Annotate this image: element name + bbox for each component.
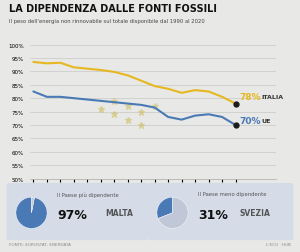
Wedge shape bbox=[157, 197, 172, 219]
Text: L’ECO · HUB: L’ECO · HUB bbox=[266, 242, 291, 246]
Text: SVEZIA: SVEZIA bbox=[240, 208, 271, 217]
Text: MALTA: MALTA bbox=[105, 208, 133, 217]
Text: Il peso dell’energia non rinnovabile sul totale disponibile dal 1990 al 2020: Il peso dell’energia non rinnovabile sul… bbox=[9, 19, 205, 24]
Text: Il Paese meno dipendente: Il Paese meno dipendente bbox=[198, 192, 266, 197]
Text: Il Paese più dipendente: Il Paese più dipendente bbox=[57, 192, 119, 197]
Text: LA DIPENDENZA DALLE FONTI FOSSILI: LA DIPENDENZA DALLE FONTI FOSSILI bbox=[9, 4, 217, 14]
Text: 31%: 31% bbox=[198, 208, 228, 221]
Wedge shape bbox=[16, 197, 47, 229]
Text: 78%: 78% bbox=[240, 93, 261, 102]
Text: FONTE: EUROSTAT, ENERDATA: FONTE: EUROSTAT, ENERDATA bbox=[9, 242, 71, 246]
Text: 70%: 70% bbox=[240, 117, 261, 126]
Wedge shape bbox=[32, 197, 34, 213]
Text: ITALIA: ITALIA bbox=[261, 95, 283, 100]
Text: 97%: 97% bbox=[57, 208, 87, 221]
Text: UE: UE bbox=[261, 119, 271, 124]
Wedge shape bbox=[158, 197, 188, 229]
